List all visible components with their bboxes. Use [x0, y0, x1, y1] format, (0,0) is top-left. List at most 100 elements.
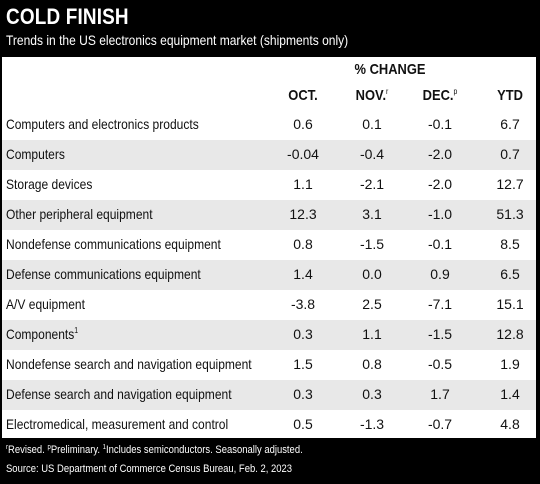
row-label: A/V equipment [6, 296, 85, 312]
row-label: Electromedical, measurement and control [6, 416, 228, 432]
row-label-text: Other peripheral equipment [6, 206, 153, 222]
column-header-label: OCT. [288, 87, 318, 104]
value-cell: -7.1 [427, 296, 453, 312]
value-cell: -0.04 [287, 146, 319, 162]
value-cell: 2.5 [362, 296, 382, 312]
value-cell: 1.5 [293, 356, 313, 372]
value-cell: -0.5 [427, 356, 453, 372]
column-header-mark: r [386, 87, 389, 96]
row-label: Other peripheral equipment [6, 206, 153, 222]
value-cell: -3.8 [290, 296, 316, 312]
chart-subtitle: Trends in the US electronics equipment m… [6, 32, 349, 48]
value-cell: -0.1 [427, 116, 453, 132]
row-label: Storage devices [6, 176, 92, 192]
value-cell: -2.1 [359, 176, 385, 192]
value-cell: -1.3 [359, 416, 385, 432]
row-label: Components1 [6, 326, 78, 342]
value-cell: 6.5 [500, 266, 520, 282]
value-cell: 0.8 [362, 356, 382, 372]
value-cell: 0.9 [430, 266, 450, 282]
value-cell: -0.1 [427, 236, 453, 252]
table-row: Components1 0.3 1.1 -1.5 12.8 [2, 320, 536, 350]
table-row: A/V equipment -3.8 2.5 -7.1 15.1 [2, 290, 536, 320]
value-cell: -1.0 [427, 206, 453, 222]
column-header-mark: p [453, 87, 458, 96]
footnote-text: Revised. [8, 444, 48, 456]
value-cell: 3.1 [362, 206, 382, 222]
source-note: Source: US Department of Commerce Census… [6, 463, 293, 475]
row-label: Computers [6, 146, 65, 162]
column-header: OCT. [288, 87, 317, 104]
column-header-label: DEC. [422, 87, 454, 104]
row-label: Nondefense search and navigation equipme… [6, 356, 252, 372]
footnote-mark: 1 [102, 444, 107, 451]
row-label: Defense search and navigation equipment [6, 386, 232, 402]
value-cell: 1.4 [293, 266, 313, 282]
value-cell: 0.3 [293, 386, 313, 402]
row-label-text: Electromedical, measurement and control [6, 416, 229, 432]
row-label-text: Nondefense search and navigation equipme… [6, 356, 252, 372]
value-cell: 6.7 [500, 116, 520, 132]
table-row: Nondefense search and navigation equipme… [2, 350, 536, 380]
value-cell: 0.5 [293, 416, 313, 432]
value-cell: 12.3 [289, 206, 317, 222]
value-cell: 1.4 [500, 386, 520, 402]
value-cell: 1.1 [293, 176, 313, 192]
value-cell: 0.7 [500, 146, 520, 162]
value-cell: 8.5 [500, 236, 520, 252]
data-table: % CHANGE OCT. NOV.r DEC.p YTD Computers and … [2, 57, 536, 438]
value-cell: 0.3 [362, 386, 382, 402]
row-label-text: Defense communications equipment [6, 266, 201, 282]
row-label: Computers and electronics products [6, 116, 199, 132]
footnote-line: rRevised. pPreliminary. 1Includes semico… [6, 444, 303, 456]
value-cell: 12.8 [496, 326, 524, 342]
row-label-text: Nondefense communications equipment [6, 236, 221, 252]
footnote-text: Preliminary. [50, 444, 103, 456]
row-label-text: Computers [6, 146, 65, 162]
value-cell: 51.3 [496, 206, 524, 222]
value-cell: 1.7 [430, 386, 450, 402]
value-cell: 1.9 [500, 356, 520, 372]
column-header-label: YTD [497, 87, 523, 104]
footnote-mark: p [47, 444, 51, 451]
table-row: Other peripheral equipment 12.3 3.1 -1.0 51.… [2, 200, 536, 230]
value-cell: 1.1 [362, 326, 382, 342]
value-cell: -2.0 [427, 146, 453, 162]
column-header: DEC.p [423, 87, 458, 104]
chart-title: COLD FINISH [6, 4, 129, 29]
value-cell: 15.1 [496, 296, 524, 312]
row-label-text: A/V equipment [6, 296, 85, 312]
row-label-text: Storage devices [6, 176, 93, 192]
column-header-label: NOV. [355, 87, 387, 104]
row-label-text: Defense search and navigation equipment [6, 386, 232, 402]
value-cell: -0.7 [427, 416, 453, 432]
row-label: Nondefense communications equipment [6, 236, 221, 252]
footnote-mark: r [6, 444, 9, 451]
value-cell: -2.0 [427, 176, 453, 192]
value-cell: 0.3 [293, 326, 313, 342]
footnote-text: Includes semiconductors. Seasonally adju… [106, 444, 303, 456]
value-cell: 4.8 [500, 416, 520, 432]
table-row: Defense communications equipment 1.4 0.0 0.… [2, 260, 536, 290]
row-label: Defense communications equipment [6, 266, 201, 282]
table-row: Computers -0.04 -0.4 -2.0 0.7 [2, 140, 536, 170]
row-label-text: Computers and electronics products [6, 116, 199, 132]
row-label-mark: 1 [74, 326, 79, 335]
value-cell: -1.5 [359, 236, 385, 252]
value-cell: 0.8 [293, 236, 313, 252]
value-cell: 12.7 [496, 176, 524, 192]
table-row: Electromedical, measurement and control 0… [2, 410, 536, 440]
table-row: Computers and electronics products 0.6 0.1… [2, 110, 536, 140]
value-cell: -1.5 [427, 326, 453, 342]
table-row: Storage devices 1.1 -2.1 -2.0 12.7 [2, 170, 536, 200]
value-cell: 0.0 [362, 266, 382, 282]
column-header: NOV.r [356, 87, 389, 104]
value-cell: 0.1 [362, 116, 382, 132]
value-cell: -0.4 [359, 146, 385, 162]
table-row: Defense search and navigation equipment 0… [2, 380, 536, 410]
row-label-text: Components [6, 326, 75, 342]
value-cell: 0.6 [293, 116, 313, 132]
column-header: YTD [497, 87, 523, 104]
group-header: % CHANGE [354, 61, 426, 78]
